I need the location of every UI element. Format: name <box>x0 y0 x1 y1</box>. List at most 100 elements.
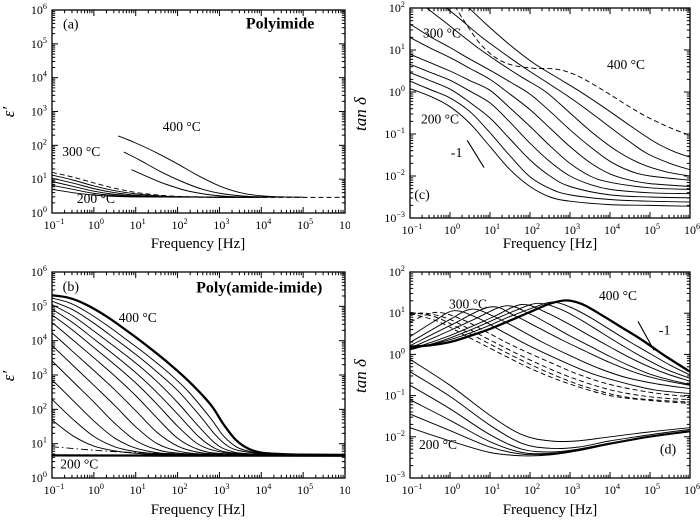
axis-ticks <box>51 271 346 479</box>
tick-label: 106 <box>31 264 47 279</box>
tick-label: 10−3 <box>384 210 405 225</box>
tick-label: 103 <box>213 482 229 497</box>
tick-label: 104 <box>31 70 47 85</box>
slope-guide-line <box>466 140 485 168</box>
axis-ticks <box>51 9 346 214</box>
tick-label: 105 <box>31 298 47 313</box>
series-400C <box>410 299 690 373</box>
tick-label: 10−1 <box>384 126 405 141</box>
series-400C <box>52 294 345 457</box>
temperature-annotation: 400 °C <box>163 119 201 134</box>
tick-label: 100 <box>31 470 47 485</box>
series-400C <box>117 135 304 198</box>
x-axis-label: Frequency [Hz] <box>503 502 598 518</box>
tick-label: 10−2 <box>384 168 405 183</box>
panel-a-polyimide-permittivity-chart: 10−1100101102103104105106100101102103104… <box>0 2 350 252</box>
tick-label: 101 <box>31 171 47 186</box>
tick-label: 10−2 <box>384 429 405 444</box>
series-p8 <box>410 310 690 394</box>
temperature-annotation: 400 °C <box>119 310 157 325</box>
tick-label: 101 <box>130 217 146 232</box>
series-c9 <box>445 8 690 171</box>
series-q3 <box>410 384 690 453</box>
series-s6 <box>52 171 262 198</box>
panel-title: Polyimide <box>246 16 314 33</box>
panel-c-polyimide-tandelta-chart: 10−1 100 101 102 103 104 105 106 10−3 10−2 10−1 100… <box>351 0 700 252</box>
series-b2 <box>52 297 345 456</box>
series-300C <box>410 23 690 181</box>
temperature-annotation: 200 °C <box>419 437 457 452</box>
temperature-annotation: 400 °C <box>607 57 645 72</box>
series-group <box>52 294 345 457</box>
tick-label: 103 <box>564 222 580 237</box>
series-c3 <box>410 72 690 199</box>
panel-letter: (d) <box>660 442 677 457</box>
tick-label: 100 <box>88 482 104 497</box>
slope-guide-line <box>637 321 655 351</box>
temperature-annotation: 300 °C <box>62 144 100 159</box>
axis-ticks <box>409 271 691 479</box>
tick-label: 104 <box>31 333 47 348</box>
tick-label: 104 <box>604 222 620 237</box>
tick-label: 102 <box>31 401 47 416</box>
tick-label: 10−1 <box>44 217 65 232</box>
series-b3 <box>52 300 345 456</box>
tick-label: 10−1 <box>44 482 65 497</box>
temperature-annotation: 400 °C <box>599 288 637 303</box>
series-s8 <box>123 151 283 198</box>
temperature-annotation: 200 °C <box>421 112 459 127</box>
series-p7 <box>410 308 690 390</box>
tick-label: 100 <box>88 217 104 232</box>
series-200C <box>410 427 690 457</box>
tick-label: 105 <box>644 482 660 497</box>
series-c5 <box>410 53 690 190</box>
series-p11 <box>410 311 690 403</box>
series-group <box>410 8 690 207</box>
series-p9 <box>410 311 690 398</box>
tick-label: 101 <box>31 436 47 451</box>
tick-label: 103 <box>213 217 229 232</box>
series-400C <box>455 8 690 136</box>
series-c8 <box>425 8 690 177</box>
series-group <box>52 135 345 198</box>
plot-box <box>409 7 691 219</box>
x-axis-label: Frequency [Hz] <box>503 236 598 252</box>
tick-label: 103 <box>31 367 47 382</box>
tick-label: 102 <box>172 217 188 232</box>
series-c4 <box>410 63 690 195</box>
tick-label: 104 <box>255 482 271 497</box>
series-q2 <box>410 371 690 450</box>
tick-label: 106 <box>31 2 47 17</box>
tick-label: 105 <box>297 482 313 497</box>
slope-label: -1 <box>659 324 671 339</box>
tick-label: 10−1 <box>402 222 423 237</box>
tick-label: 100 <box>444 482 460 497</box>
slope-label: -1 <box>451 146 463 161</box>
series-b10 <box>52 360 345 456</box>
series-q1 <box>410 358 690 443</box>
panel-b-polyamideimide-permittivity-chart: 10−1100101102103104105106100101102103104… <box>0 264 350 518</box>
tick-label: 101 <box>389 42 405 57</box>
series-p10 <box>410 312 690 401</box>
panel-letter: (b) <box>63 280 80 295</box>
y-axis-label: ε′ <box>0 371 18 382</box>
series-c10 <box>468 8 690 158</box>
tick-label: 10−3 <box>384 470 405 485</box>
series-p5 <box>410 305 690 385</box>
temperature-annotation: 200 °C <box>60 456 98 471</box>
tick-label: 101 <box>484 482 500 497</box>
panel-title: Poly(amide-imide) <box>196 280 322 297</box>
tick-label: 104 <box>255 217 271 232</box>
tick-label: 106 <box>339 217 350 232</box>
tick-label: 102 <box>524 482 540 497</box>
panel-d-polyamideimide-tandelta-chart: 10−1 100 101 102 103 104 105 106 10−3 10−2 10−1 100… <box>351 264 700 518</box>
tick-label: 106 <box>684 482 700 497</box>
x-axis-label: Frequency [Hz] <box>151 502 246 518</box>
x-axis-label: Frequency [Hz] <box>151 236 246 252</box>
tick-label: 102 <box>389 264 405 279</box>
tick-label: 10−1 <box>402 482 423 497</box>
tick-label: 104 <box>604 482 620 497</box>
series-b7 <box>52 322 345 456</box>
series-s7 <box>131 169 270 198</box>
